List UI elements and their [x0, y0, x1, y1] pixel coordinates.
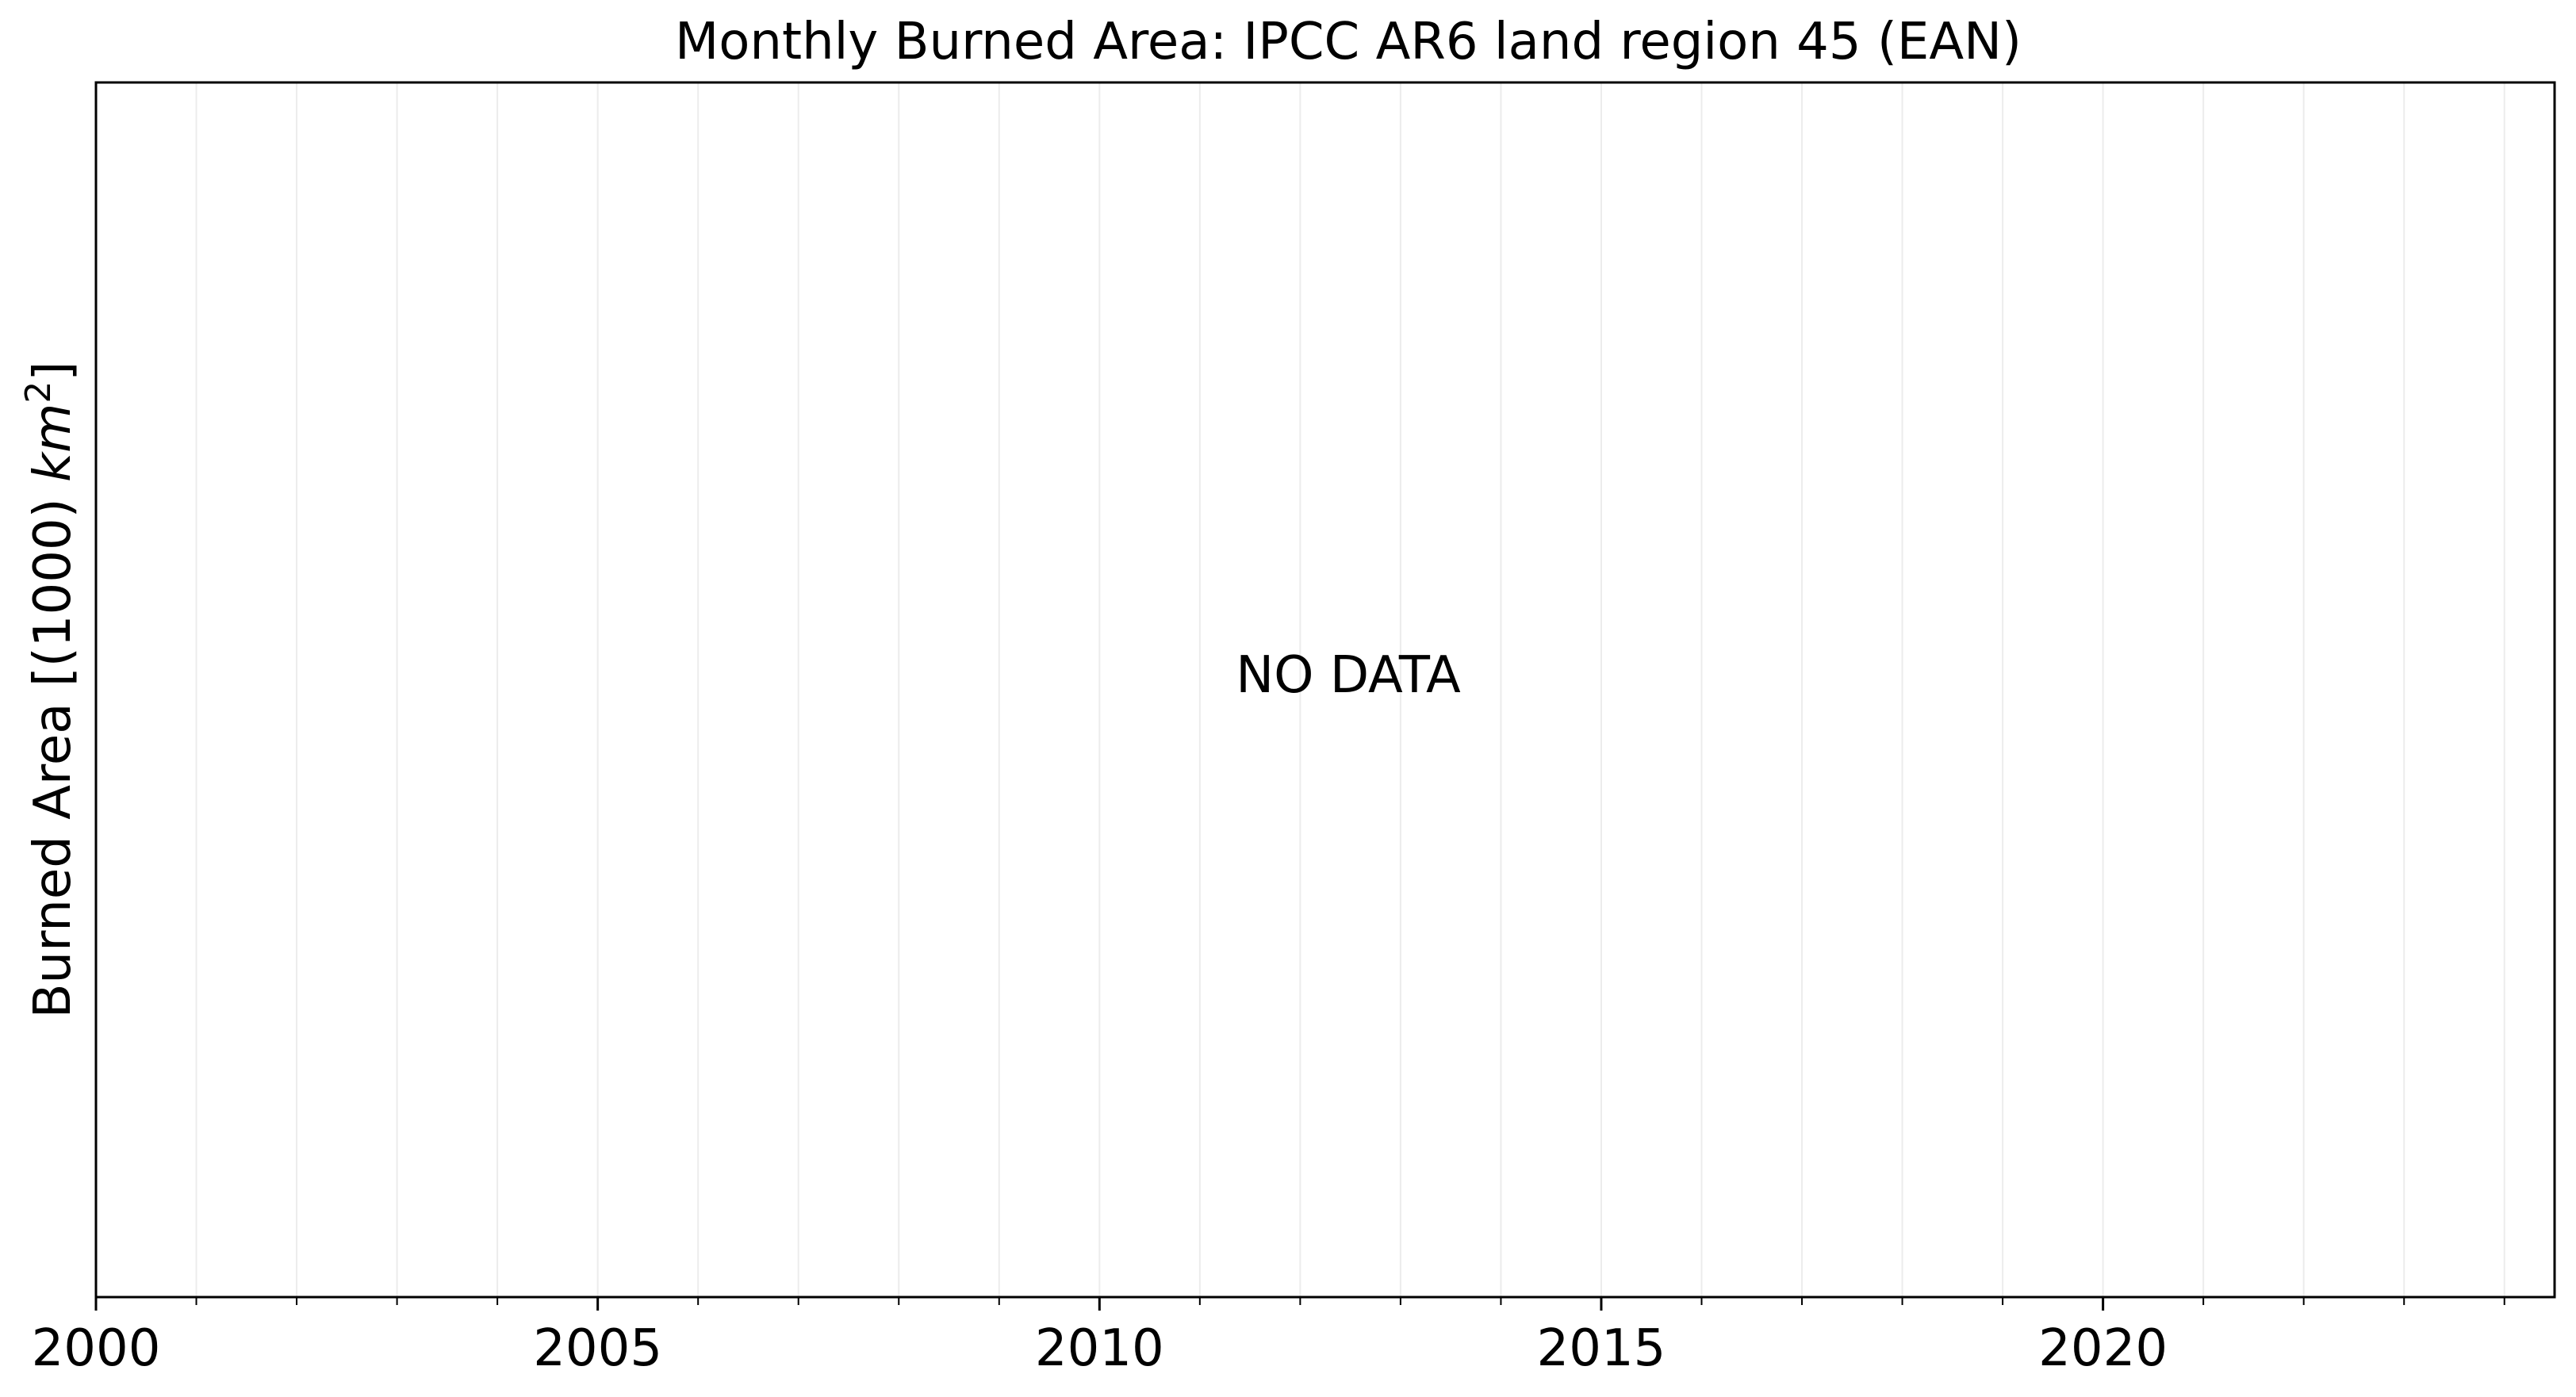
- x-tick-label: 2020: [2038, 1319, 2168, 1378]
- y-axis-label-text: Burned Area [(1000): [24, 482, 82, 1018]
- y-axis-label-unit: km: [24, 404, 82, 482]
- y-axis-label-close: ]: [24, 362, 82, 381]
- y-axis-label: Burned Area [(1000) km2]: [18, 362, 83, 1019]
- no-data-annotation: NO DATA: [1236, 646, 1461, 705]
- x-axis-ticks: 2000 2005 2010 2015 2020: [32, 1297, 2505, 1378]
- x-tick-label: 2015: [1537, 1319, 1666, 1378]
- plot-area-frame: [94, 81, 2556, 1299]
- grid-lines: [95, 82, 2505, 1297]
- y-axis-label-exponent: 2: [18, 381, 59, 404]
- x-tick-label: 2000: [32, 1319, 161, 1378]
- x-tick-label: 2010: [1035, 1319, 1164, 1378]
- x-tick-label: 2005: [533, 1319, 662, 1378]
- chart-title: Monthly Burned Area: IPCC AR6 land regio…: [675, 13, 2022, 71]
